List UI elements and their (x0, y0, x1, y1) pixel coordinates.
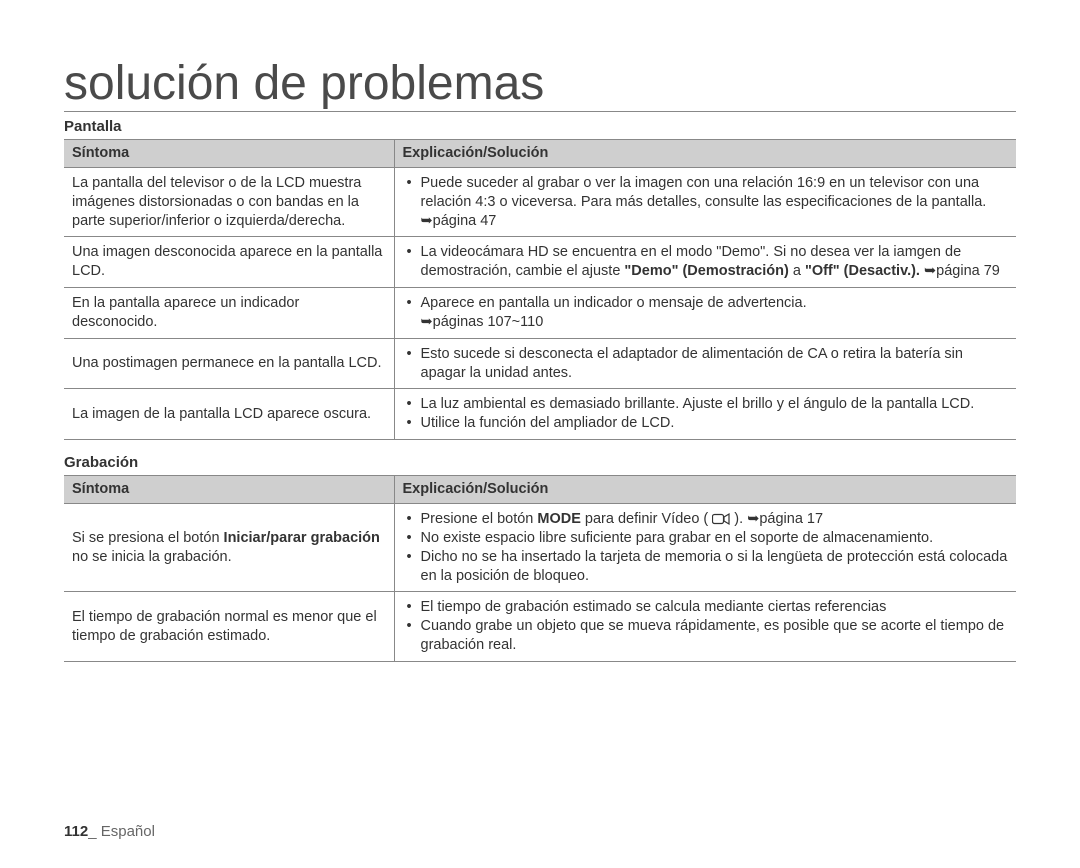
col-header-symptom: Síntoma (64, 140, 394, 168)
symptom-cell: Si se presiona el botón Iniciar/parar gr… (64, 503, 394, 591)
section-label-pantalla: Pantalla (64, 118, 1016, 135)
solution-cell: Aparece en pantalla un indicador o mensa… (394, 288, 1016, 339)
symptom-cell: Una imagen desconocida aparece en la pan… (64, 237, 394, 288)
page-number: 112 (64, 823, 88, 840)
symptom-cell: Una postimagen permanece en la pantalla … (64, 338, 394, 389)
symptom-cell: El tiempo de grabación normal es menor q… (64, 592, 394, 662)
symptom-cell: En la pantalla aparece un indicador desc… (64, 288, 394, 339)
page-footer: 112_ Español (64, 823, 155, 840)
footer-separator: _ (88, 823, 101, 840)
solution-cell: Presione el botón MODE para definir Víde… (394, 503, 1016, 591)
table-pantalla: Síntoma Explicación/Solución La pantalla… (64, 139, 1016, 440)
table-header-row: Síntoma Explicación/Solución (64, 476, 1016, 504)
table-header-row: Síntoma Explicación/Solución (64, 140, 1016, 168)
col-header-solution: Explicación/Solución (394, 140, 1016, 168)
solution-cell: La videocámara HD se encuentra en el mod… (394, 237, 1016, 288)
table-row: Si se presiona el botón Iniciar/parar gr… (64, 503, 1016, 591)
symptom-cell: La pantalla del televisor o de la LCD mu… (64, 167, 394, 237)
table-row: La pantalla del televisor o de la LCD mu… (64, 167, 1016, 237)
table-row: Una imagen desconocida aparece en la pan… (64, 237, 1016, 288)
table-row: La imagen de la pantalla LCD aparece osc… (64, 389, 1016, 440)
page-title: solución de problemas (64, 56, 1016, 112)
footer-language: Español (101, 823, 155, 840)
solution-cell: Esto sucede si desconecta el adaptador d… (394, 338, 1016, 389)
section-pantalla: Pantalla Síntoma Explicación/Solución La… (64, 118, 1016, 440)
section-label-grabacion: Grabación (64, 454, 1016, 471)
solution-cell: La luz ambiental es demasiado brillante.… (394, 389, 1016, 440)
col-header-symptom: Síntoma (64, 476, 394, 504)
solution-cell: El tiempo de grabación estimado se calcu… (394, 592, 1016, 662)
solution-cell: Puede suceder al grabar o ver la imagen … (394, 167, 1016, 237)
table-row: En la pantalla aparece un indicador desc… (64, 288, 1016, 339)
table-grabacion: Síntoma Explicación/Solución Si se presi… (64, 475, 1016, 662)
table-row: Una postimagen permanece en la pantalla … (64, 338, 1016, 389)
symptom-cell: La imagen de la pantalla LCD aparece osc… (64, 389, 394, 440)
table-row: El tiempo de grabación normal es menor q… (64, 592, 1016, 662)
page-container: solución de problemas Pantalla Síntoma E… (0, 0, 1080, 868)
section-grabacion: Grabación Síntoma Explicación/Solución S… (64, 454, 1016, 662)
col-header-solution: Explicación/Solución (394, 476, 1016, 504)
